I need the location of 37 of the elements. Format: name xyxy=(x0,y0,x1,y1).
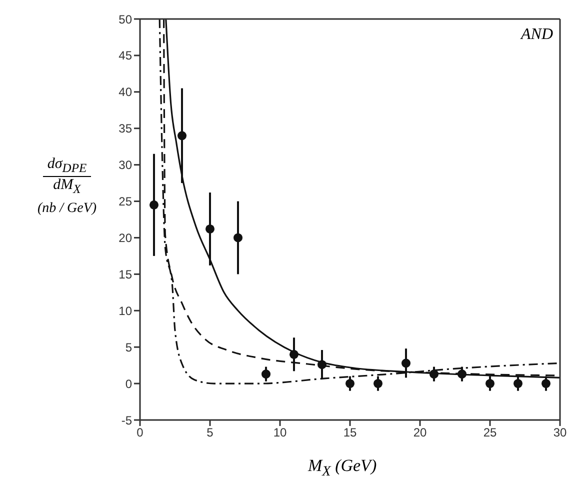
point xyxy=(401,358,411,368)
point xyxy=(345,379,355,388)
y-tick-label: 5 xyxy=(125,340,132,354)
point xyxy=(205,224,215,234)
y-tick-label: 20 xyxy=(118,230,132,245)
x-tick-label: 5 xyxy=(206,426,214,440)
point xyxy=(373,379,383,388)
x-tick-label: 0 xyxy=(136,426,144,440)
y-axis-title: dσ$_{DPE}$ dM$_{X}$ (nb / GeV) xyxy=(37,156,97,216)
y-tick-label: -5 xyxy=(121,413,132,428)
x-tick-label: 15 xyxy=(343,426,357,440)
point xyxy=(261,370,271,379)
x-tick-label: 25 xyxy=(483,426,497,440)
x-axis-title: M$_{X}$ (GeV) xyxy=(308,456,377,480)
point xyxy=(513,379,523,388)
x-tick-label: 10 xyxy=(273,426,287,440)
point xyxy=(429,370,439,379)
point xyxy=(485,379,495,388)
x-tick-label: 20 xyxy=(413,426,427,440)
y-tick-label: 10 xyxy=(118,304,132,318)
point xyxy=(289,350,299,359)
point xyxy=(233,233,243,242)
y-tick-label: 45 xyxy=(118,48,132,63)
point xyxy=(457,370,467,379)
point xyxy=(149,200,159,210)
y-tick-label: 15 xyxy=(118,267,132,282)
point xyxy=(541,379,551,388)
annotation: AND xyxy=(521,26,553,43)
y-tick-label: 30 xyxy=(118,158,132,172)
point xyxy=(317,360,327,370)
y-tick-label: 35 xyxy=(118,122,132,136)
y-tick-label: 50 xyxy=(118,12,132,26)
point xyxy=(177,131,187,140)
x-tick-label: 30 xyxy=(553,426,567,440)
y-tick-label: 40 xyxy=(118,85,132,100)
y-tick-label: 0 xyxy=(125,376,132,391)
y-tick-label: 25 xyxy=(118,194,132,209)
